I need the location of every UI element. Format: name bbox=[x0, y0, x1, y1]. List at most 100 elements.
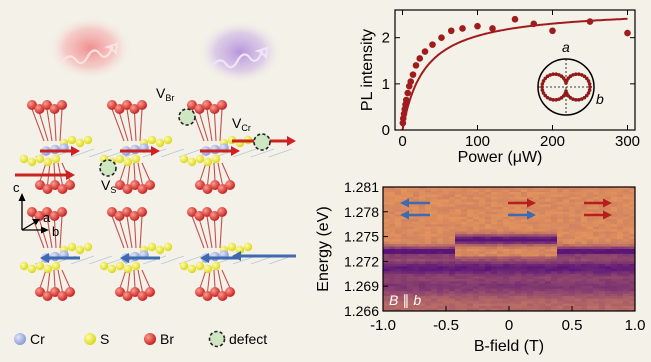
heatmap-cell bbox=[539, 224, 546, 228]
heatmap-cell bbox=[407, 206, 414, 210]
heatmap-cell bbox=[413, 219, 420, 223]
heatmap-cell bbox=[605, 236, 612, 240]
heatmap-cell bbox=[545, 293, 552, 297]
s-atom bbox=[211, 154, 221, 164]
heatmap-cell bbox=[503, 219, 510, 223]
heatmap-cell bbox=[581, 224, 588, 228]
heatmap-cell bbox=[491, 206, 498, 210]
heatmap-cell bbox=[545, 268, 552, 272]
heatmap-cell bbox=[581, 263, 588, 267]
s-atom bbox=[163, 135, 173, 145]
heatmap-cell bbox=[515, 303, 522, 307]
heatmap-cell bbox=[521, 303, 528, 307]
heatmap-cell bbox=[461, 273, 468, 277]
heatmap-cell bbox=[623, 201, 630, 205]
heatmap-cell bbox=[401, 249, 408, 253]
s-atom bbox=[155, 245, 165, 255]
bond bbox=[133, 162, 136, 182]
heatmap-cell bbox=[551, 273, 558, 277]
heatmap-cell bbox=[395, 249, 402, 253]
heatmap-cell bbox=[581, 221, 588, 225]
heatmap-cell bbox=[395, 268, 402, 272]
heatmap-cell bbox=[383, 308, 390, 311]
heatmap-cell bbox=[587, 221, 594, 225]
chart1-inset-polar: a b bbox=[537, 39, 604, 116]
heatmap-cell bbox=[563, 187, 570, 191]
heatmap-cell bbox=[611, 221, 618, 225]
heatmap-cell bbox=[563, 214, 570, 218]
heatmap-cell bbox=[617, 306, 624, 310]
heatmap-cell bbox=[575, 204, 582, 208]
heatmap-cell bbox=[425, 293, 432, 297]
heatmap-cell bbox=[437, 276, 444, 280]
heatmap-cell bbox=[443, 283, 450, 287]
spin-arrow-left-head bbox=[120, 253, 129, 263]
heatmap-cell bbox=[395, 296, 402, 300]
heatmap-cell bbox=[509, 278, 516, 282]
heatmap-cell bbox=[467, 219, 474, 223]
heatmap-cell bbox=[425, 199, 432, 203]
heatmap-cell bbox=[389, 301, 396, 305]
heatmap-cell bbox=[623, 226, 630, 230]
heatmap-cell bbox=[599, 224, 606, 228]
heatmap-cell bbox=[383, 303, 390, 307]
inset-point bbox=[586, 91, 591, 95]
heatmap-cell bbox=[473, 298, 480, 302]
heatmap-cell bbox=[629, 258, 635, 262]
heatmap-cell bbox=[449, 249, 456, 253]
spin-arrow-right-head bbox=[66, 170, 75, 180]
heatmap-cell bbox=[437, 273, 444, 277]
heatmap-cell bbox=[617, 216, 624, 220]
heatmap-cell bbox=[515, 194, 522, 198]
heatmap-cell bbox=[461, 194, 468, 198]
heatmap-cell bbox=[581, 206, 588, 210]
defect-v-s bbox=[99, 159, 117, 177]
heatmap-cell bbox=[557, 204, 564, 208]
heatmap-cell bbox=[611, 226, 618, 230]
heatmap-cell bbox=[587, 261, 594, 265]
heatmap-cell bbox=[521, 273, 528, 277]
heatmap-cell bbox=[581, 189, 588, 193]
heatmap-cell bbox=[479, 278, 486, 282]
heatmap-cell bbox=[629, 253, 635, 258]
heatmap-cell bbox=[419, 209, 426, 213]
heatmap-cell bbox=[449, 251, 456, 255]
heatmap-arrow-head bbox=[527, 198, 536, 208]
heatmap-cell bbox=[401, 221, 408, 225]
heatmap-cell bbox=[575, 278, 582, 282]
heatmap-cell bbox=[557, 278, 564, 282]
bond bbox=[217, 162, 224, 186]
heatmap-cell bbox=[503, 244, 510, 248]
heatmap-cell bbox=[521, 286, 528, 290]
heatmap-cell bbox=[599, 263, 606, 267]
bond bbox=[46, 108, 53, 142]
heatmap-cell bbox=[515, 196, 522, 200]
heatmap-cell bbox=[437, 244, 444, 248]
heatmap-cell bbox=[503, 271, 510, 275]
bond bbox=[111, 215, 125, 249]
heatmap-cell bbox=[617, 209, 624, 213]
heatmap-cell bbox=[485, 194, 492, 198]
heatmap-cell bbox=[533, 249, 540, 253]
heatmap-cell bbox=[449, 214, 456, 218]
heatmap-cell bbox=[401, 263, 408, 267]
heatmap-cell bbox=[629, 268, 635, 272]
heatmap-cell bbox=[455, 281, 462, 285]
heatmap-cell bbox=[599, 194, 606, 198]
heatmap-cell bbox=[545, 231, 552, 235]
heatmap-cell bbox=[425, 234, 432, 238]
heatmap-cell bbox=[407, 263, 414, 267]
heatmap-cell bbox=[545, 201, 552, 205]
heatmap-cell bbox=[587, 234, 594, 238]
heatmap-cell bbox=[629, 206, 635, 210]
heatmap-cell bbox=[401, 281, 408, 285]
heatmap-cell bbox=[551, 268, 558, 272]
heatmap-cell bbox=[587, 209, 594, 213]
heatmap-cell bbox=[587, 224, 594, 228]
heatmap-cell bbox=[461, 231, 468, 235]
heatmap-cell bbox=[539, 236, 546, 240]
heatmap-cell bbox=[617, 214, 624, 218]
heatmap-cell bbox=[527, 266, 534, 270]
heatmap-cell bbox=[413, 263, 420, 267]
heatmap-cell bbox=[617, 187, 624, 191]
